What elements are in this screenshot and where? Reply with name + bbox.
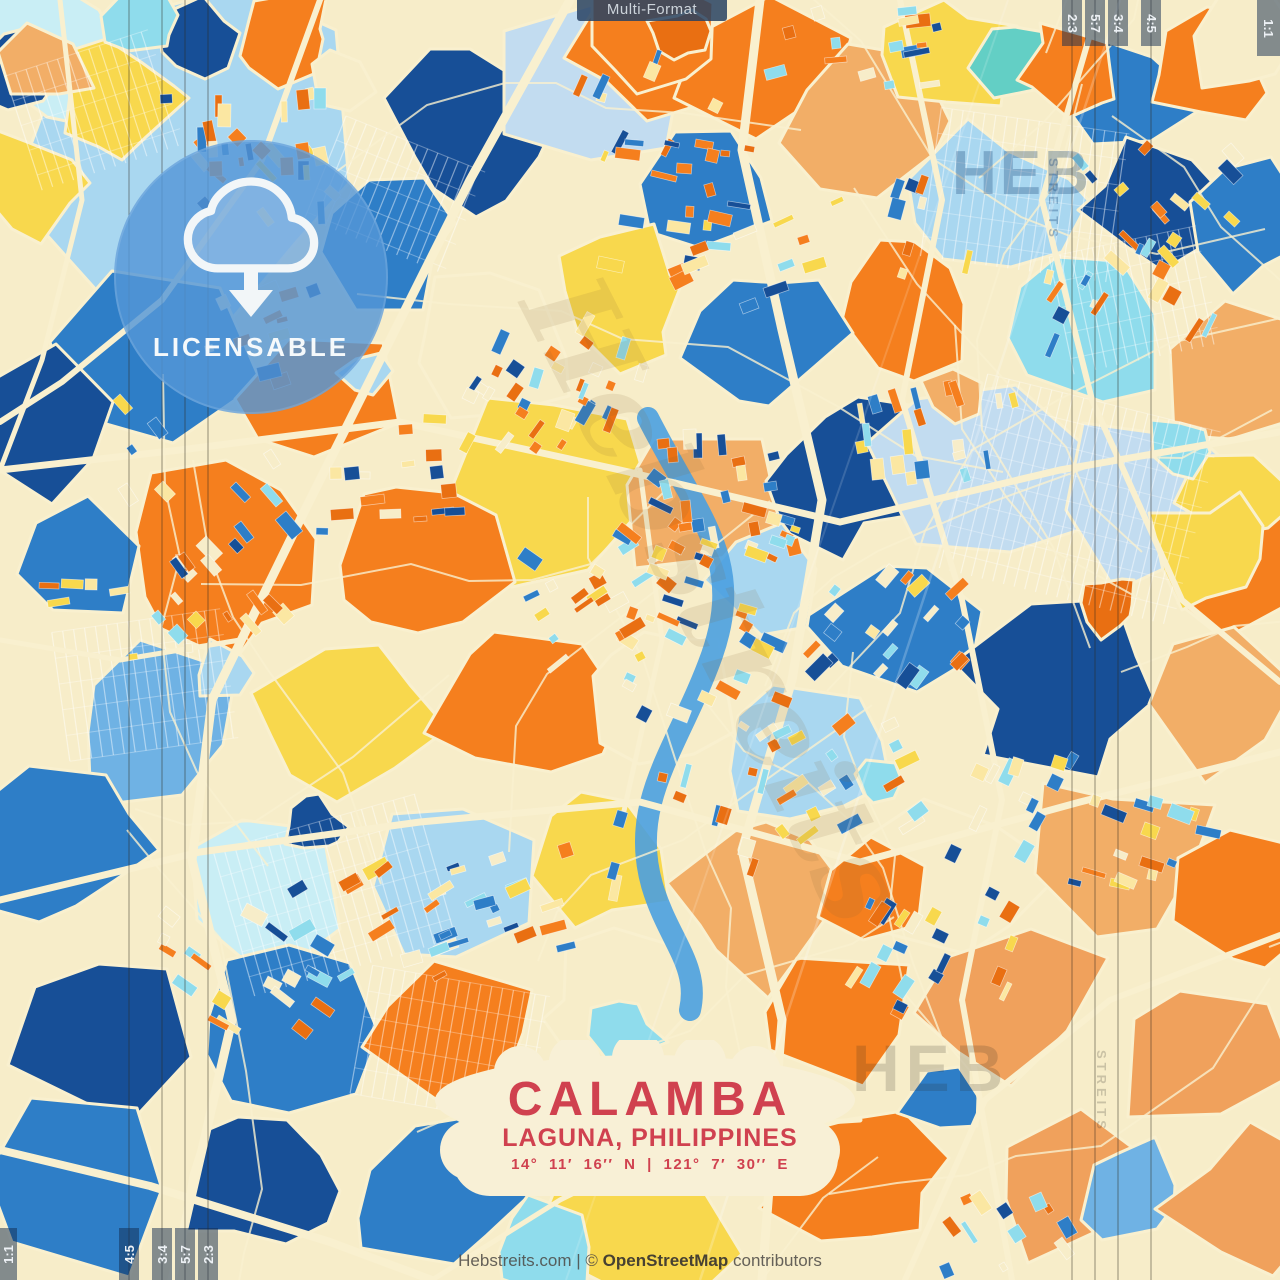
crop-mark-label: 2:3	[1064, 13, 1080, 33]
download-arrow-head	[229, 290, 273, 317]
watermark-brand-vertical-bottom: STREITS	[1094, 1050, 1109, 1133]
credit-osm-link[interactable]: OpenStreetMap	[602, 1251, 729, 1270]
attribution-line: Hebstreits.com | © OpenStreetMap contrib…	[0, 1251, 1280, 1271]
city-title: CALAMBA	[507, 1073, 793, 1126]
crop-mark-top-5-7: 5:7	[1085, 0, 1105, 46]
licensable-badge[interactable]: LICENSABLE	[114, 140, 388, 414]
watermark-brand-bottom: HEB	[852, 1031, 1010, 1105]
download-arrow-icon	[244, 268, 258, 292]
crop-mark-label: 4:5	[1143, 13, 1159, 33]
crop-mark-top-1-1: 1:1	[1257, 0, 1280, 56]
watermark-brand-vertical-top: STREITS	[1046, 158, 1061, 241]
crop-mark-label: 1:1	[1260, 18, 1276, 38]
crop-mark-top-4-5: 4:5	[1141, 0, 1161, 46]
credit-suffix: contributors	[728, 1251, 822, 1270]
badge-label: LICENSABLE	[152, 332, 350, 362]
watermark-brand-top: HEB	[952, 139, 1092, 208]
credit-site: Hebstreits.com | ©	[458, 1251, 603, 1270]
crop-mark-label: 5:7	[1087, 13, 1103, 33]
region-subtitle: LAGUNA, PHILIPPINES	[502, 1124, 798, 1152]
crop-mark-top-2-3: 2:3	[1062, 0, 1082, 46]
crop-mark-bottom-1-1: 1:1	[0, 1228, 17, 1280]
crop-mark-label: 3:4	[1110, 13, 1126, 33]
format-chip: Multi-Format	[577, 0, 727, 21]
title-block: CALAMBA LAGUNA, PHILIPPINES 14° 11′ 16′′…	[430, 1040, 870, 1210]
title-background-blob	[435, 1040, 855, 1196]
coordinates-text: 14° 11′ 16′′ N | 121° 7′ 30′′ E	[511, 1156, 789, 1173]
crop-mark-top-3-4: 3:4	[1108, 0, 1128, 46]
